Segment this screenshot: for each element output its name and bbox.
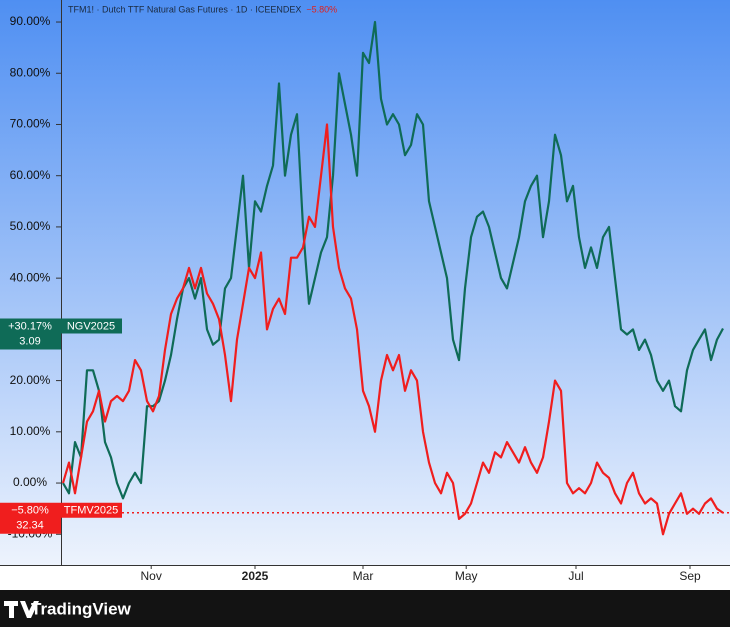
x-tick-label: May	[455, 569, 478, 583]
y-tick-label: 50.00%	[10, 219, 51, 233]
footer-bar	[0, 590, 730, 627]
badge-name: NGV2025	[67, 320, 115, 332]
x-tick-label: Sep	[679, 569, 701, 583]
footer-text: TradingView	[31, 599, 132, 618]
badge-price: 3.09	[19, 335, 40, 347]
y-tick-label: 10.00%	[10, 424, 51, 438]
badge-bg	[0, 502, 61, 534]
plot	[61, 20, 724, 536]
y-tick-label: 40.00%	[10, 270, 51, 284]
x-tick-label: Jul	[568, 569, 583, 583]
x-axis-strip	[0, 565, 730, 590]
logo-mark	[4, 601, 39, 618]
chart-title: TFM1! · Dutch TTF Natural Gas Futures · …	[68, 4, 301, 14]
plot-background	[0, 0, 730, 565]
y-tick-label: 20.00%	[10, 373, 51, 387]
badge-name-bg	[61, 318, 122, 334]
y-tick-label: 60.00%	[10, 168, 51, 182]
chart-title-change: −5.80%	[306, 4, 337, 14]
logo	[4, 601, 39, 618]
series-line	[62, 20, 724, 500]
y-tick-label: 90.00%	[10, 14, 51, 28]
badge-price: 32.34	[16, 520, 44, 532]
x-tick-label: Nov	[141, 569, 162, 583]
badge-bg	[0, 318, 61, 350]
x-tick-label: 2025	[242, 569, 269, 583]
y-tick-label: 0.00%	[13, 475, 47, 489]
badge-change: −5.80%	[11, 505, 49, 517]
x-tick-label: Mar	[353, 569, 374, 583]
badge-name: TFMV2025	[64, 505, 118, 517]
badge-change: +30.17%	[8, 320, 52, 332]
y-tick-label: 70.00%	[10, 117, 51, 131]
series-line	[61, 123, 724, 536]
badge-name-bg	[61, 502, 122, 518]
y-tick-label: 80.00%	[10, 65, 51, 79]
